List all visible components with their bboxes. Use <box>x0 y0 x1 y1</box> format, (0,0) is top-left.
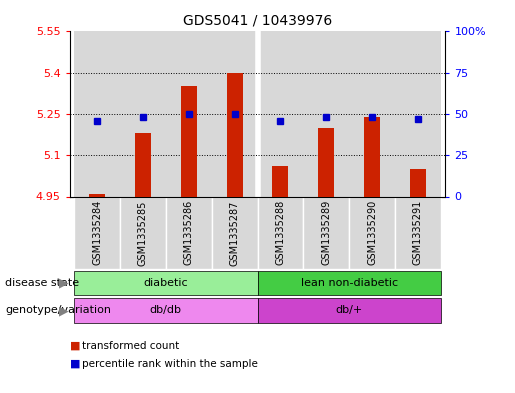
Text: ▶: ▶ <box>59 276 69 290</box>
Bar <box>258 270 441 296</box>
Bar <box>318 128 334 196</box>
Text: GSM1335287: GSM1335287 <box>230 200 239 266</box>
Bar <box>166 196 212 269</box>
Bar <box>227 73 243 196</box>
Text: GSM1335286: GSM1335286 <box>184 200 194 266</box>
Bar <box>303 196 349 269</box>
Text: GSM1335285: GSM1335285 <box>138 200 148 266</box>
Text: GSM1335291: GSM1335291 <box>413 200 423 266</box>
Bar <box>410 169 426 196</box>
Text: genotype/variation: genotype/variation <box>5 305 111 316</box>
Text: ■: ■ <box>70 341 80 351</box>
Text: disease state: disease state <box>5 278 79 288</box>
Bar <box>89 194 105 196</box>
Bar <box>212 196 258 269</box>
Bar <box>166 31 212 196</box>
Text: GSM1335288: GSM1335288 <box>276 200 285 266</box>
Bar <box>74 270 258 296</box>
Text: ▶: ▶ <box>59 304 69 317</box>
Bar <box>120 31 166 196</box>
Text: GSM1335289: GSM1335289 <box>321 200 331 266</box>
Bar <box>135 133 151 196</box>
Bar <box>258 31 303 196</box>
Text: GSM1335290: GSM1335290 <box>367 200 377 266</box>
Bar <box>364 117 380 196</box>
Bar <box>258 31 303 196</box>
Bar <box>349 196 395 269</box>
Bar <box>258 298 441 323</box>
Bar <box>74 298 258 323</box>
Text: lean non-diabetic: lean non-diabetic <box>301 278 398 288</box>
Text: percentile rank within the sample: percentile rank within the sample <box>82 358 259 369</box>
Text: transformed count: transformed count <box>82 341 180 351</box>
Bar <box>120 196 166 269</box>
Bar <box>212 31 258 196</box>
Text: diabetic: diabetic <box>144 278 188 288</box>
Bar <box>272 166 288 196</box>
Bar <box>181 86 197 196</box>
Text: ■: ■ <box>70 358 80 369</box>
Bar <box>303 31 349 196</box>
Text: GSM1335284: GSM1335284 <box>92 200 102 266</box>
Text: db/db: db/db <box>150 305 182 316</box>
Text: db/+: db/+ <box>336 305 363 316</box>
Bar <box>258 196 303 269</box>
Bar <box>395 31 441 196</box>
Bar <box>74 196 120 269</box>
Bar <box>395 196 441 269</box>
Title: GDS5041 / 10439976: GDS5041 / 10439976 <box>183 13 332 28</box>
Bar <box>349 31 395 196</box>
Bar <box>74 31 120 196</box>
Bar <box>258 31 303 196</box>
